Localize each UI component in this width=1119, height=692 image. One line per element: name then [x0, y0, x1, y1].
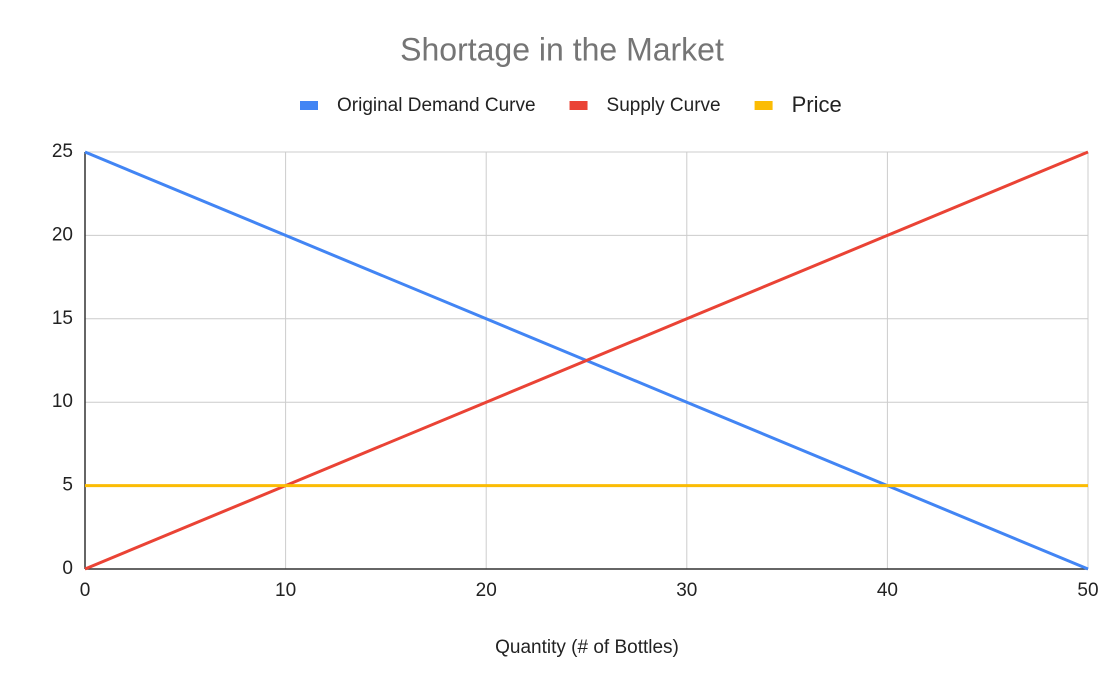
x-tick-label: 10 — [275, 580, 296, 601]
y-tick-label: 10 — [52, 391, 73, 412]
legend-swatch — [300, 101, 318, 110]
x-tick-label: 0 — [80, 580, 91, 601]
legend-label: Price — [792, 92, 842, 117]
series-line — [84, 150, 1089, 571]
chart-title: Shortage in the Market — [400, 31, 724, 67]
y-tick-label: 25 — [52, 141, 73, 162]
y-tick-label: 20 — [52, 224, 73, 245]
x-tick-label: 50 — [1077, 580, 1098, 601]
y-tick-label: 15 — [52, 308, 73, 329]
x-tick-label: 20 — [476, 580, 497, 601]
y-tick-label: 5 — [62, 475, 73, 496]
x-tick-label: 40 — [877, 580, 898, 601]
legend-swatch — [569, 101, 588, 110]
y-tick-label: 0 — [62, 558, 73, 579]
legend-label: Supply Curve — [607, 95, 721, 116]
x-axis-label: Quantity (# of Bottles) — [495, 637, 679, 658]
legend-swatch — [754, 101, 773, 110]
x-tick-label: 30 — [676, 580, 697, 601]
legend-label: Original Demand Curve — [337, 95, 536, 116]
